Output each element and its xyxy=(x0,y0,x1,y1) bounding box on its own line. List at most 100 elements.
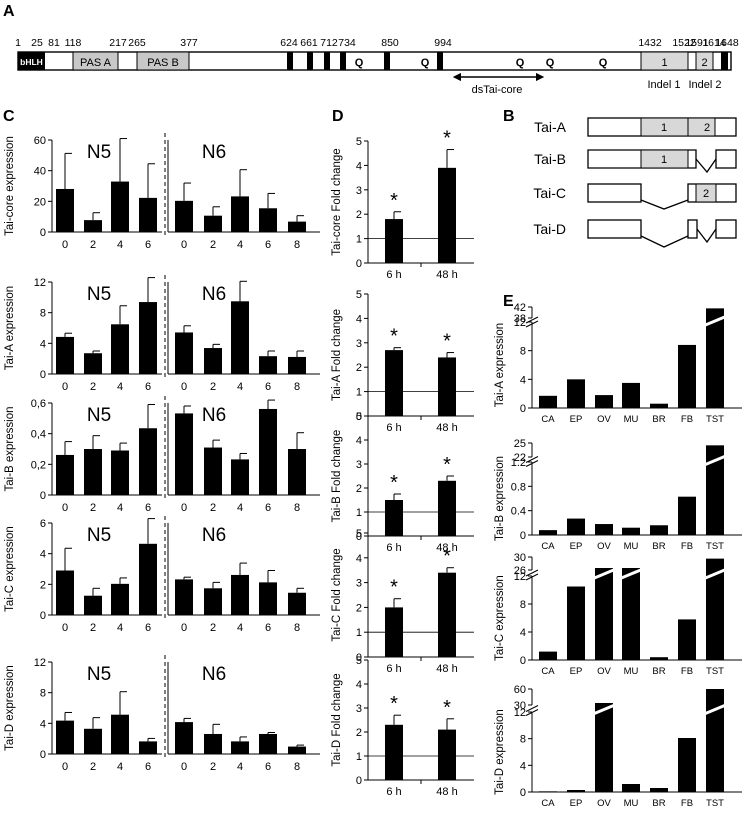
significance-marker: * xyxy=(390,472,398,494)
group-label: N5 xyxy=(87,142,111,163)
y-tick-label: 0 xyxy=(520,787,526,799)
group-label: N6 xyxy=(202,405,226,426)
bar xyxy=(650,788,668,792)
significance-marker: * xyxy=(443,697,451,719)
y-tick-label: 0.8 xyxy=(511,481,526,493)
axis-break xyxy=(525,705,539,712)
y-tick-label: 2 xyxy=(356,602,362,614)
bar xyxy=(84,595,102,615)
position-label: 81 xyxy=(48,37,60,49)
bar xyxy=(706,576,724,660)
indel-2-text: 2 xyxy=(703,188,709,200)
axis-break xyxy=(525,569,539,577)
dstai-core-label: dsTai-core xyxy=(472,84,523,96)
axis-break xyxy=(525,456,539,463)
y-tick-label: 5 xyxy=(356,655,362,667)
indel-2-label: Indel 2 xyxy=(688,79,721,91)
bar xyxy=(539,791,557,792)
x-tick-label: 48 h xyxy=(436,269,457,281)
y-tick-label: 2 xyxy=(356,483,362,495)
x-tick-label: MU xyxy=(624,798,639,809)
y-tick-label: 5 xyxy=(356,528,362,540)
bar xyxy=(259,733,277,754)
y-tick-label: 8 xyxy=(520,346,526,358)
x-tick-label: 8 xyxy=(294,622,300,634)
y-tick-label: 2 xyxy=(40,579,46,591)
x-tick-label: OV xyxy=(597,541,611,552)
panel-e-chart-E-B: 22 25 0 0.4 0.8 1.2 Tai-B expression CA EP OV MU BR… xyxy=(494,438,742,552)
y-tick-label: 1 xyxy=(356,507,362,519)
y-tick-label: 0 xyxy=(520,403,526,415)
significance-marker: * xyxy=(443,128,451,150)
y-tick-label: 1 xyxy=(356,627,362,639)
bar-break-mark xyxy=(702,703,728,716)
panel-label-d: D xyxy=(332,108,344,125)
bar xyxy=(111,324,129,374)
panel-c-chart-C-A: 0 4 8 12 Tai-A expression 0 2 4 6 N5 0 2 4 6 8 N6 xyxy=(4,275,320,393)
x-tick-label: CA xyxy=(541,541,555,552)
y-tick-label: 26 xyxy=(514,565,526,577)
bar xyxy=(139,741,157,754)
bar xyxy=(175,413,193,495)
x-tick-label: 0 xyxy=(62,239,68,251)
q-repeat-label: Q xyxy=(599,57,608,69)
y-tick-label: 0 xyxy=(356,411,362,423)
y-tick-label: 1 xyxy=(356,387,362,399)
x-tick-label: 48 h xyxy=(436,542,457,554)
group-label: N6 xyxy=(202,142,226,163)
axis-break xyxy=(525,316,539,324)
significance-marker: * xyxy=(443,454,451,476)
bar xyxy=(385,724,403,780)
y-tick-label: 30 xyxy=(514,700,526,712)
bar xyxy=(84,220,102,232)
bar xyxy=(259,582,277,615)
y-tick-label: 0.4 xyxy=(511,506,526,518)
bar xyxy=(111,181,129,232)
q-repeat-label: Q xyxy=(421,57,430,69)
exon-box xyxy=(587,219,642,239)
x-tick-label: CA xyxy=(541,666,555,677)
position-label: 217 xyxy=(109,37,127,49)
bar xyxy=(678,738,696,792)
x-tick-label: TST xyxy=(706,414,724,425)
x-tick-label: BR xyxy=(652,666,665,677)
bar xyxy=(231,196,249,232)
x-tick-label: 6 xyxy=(265,502,271,514)
indel-1-box xyxy=(640,51,689,71)
bar xyxy=(595,712,613,792)
axis-break xyxy=(525,709,539,716)
y-tick-label: 4 xyxy=(40,718,46,730)
x-tick-label: 0 xyxy=(181,622,187,634)
y-tick-label: 22 xyxy=(514,452,526,464)
x-tick-label: 0 xyxy=(62,502,68,514)
bar-break-mark xyxy=(618,567,644,581)
x-tick-label: 6 xyxy=(145,622,151,634)
indel-2-box xyxy=(695,51,714,71)
x-tick-label: 0 xyxy=(62,381,68,393)
x-tick-label: 6 xyxy=(145,502,151,514)
x-tick-label: BR xyxy=(652,541,665,552)
bhlh-domain xyxy=(18,52,45,70)
y-tick-label: 4 xyxy=(520,760,526,772)
panel-d-chart-D-core: 0 1 2 3 4 5 Tai-core Fold change * 6 h * 48 h xyxy=(331,128,474,281)
x-tick-label: 2 xyxy=(90,381,96,393)
x-tick-label: 6 xyxy=(145,761,151,773)
bar xyxy=(595,395,613,408)
x-tick-label: 2 xyxy=(90,502,96,514)
y-tick-label: 0 xyxy=(40,490,46,502)
bar-upper xyxy=(706,558,724,570)
x-tick-label: 8 xyxy=(294,381,300,393)
x-tick-label: TST xyxy=(706,666,724,677)
group-label: N5 xyxy=(87,525,111,546)
bar xyxy=(139,197,157,232)
x-tick-label: 2 xyxy=(210,239,216,251)
x-tick-label: EP xyxy=(570,414,583,425)
x-tick-label: 6 xyxy=(145,239,151,251)
x-tick-label: 6 xyxy=(265,239,271,251)
x-tick-label: 8 xyxy=(294,239,300,251)
position-label: 850 xyxy=(381,37,399,49)
bar-upper xyxy=(706,689,724,705)
y-tick-label: 8 xyxy=(40,308,46,320)
